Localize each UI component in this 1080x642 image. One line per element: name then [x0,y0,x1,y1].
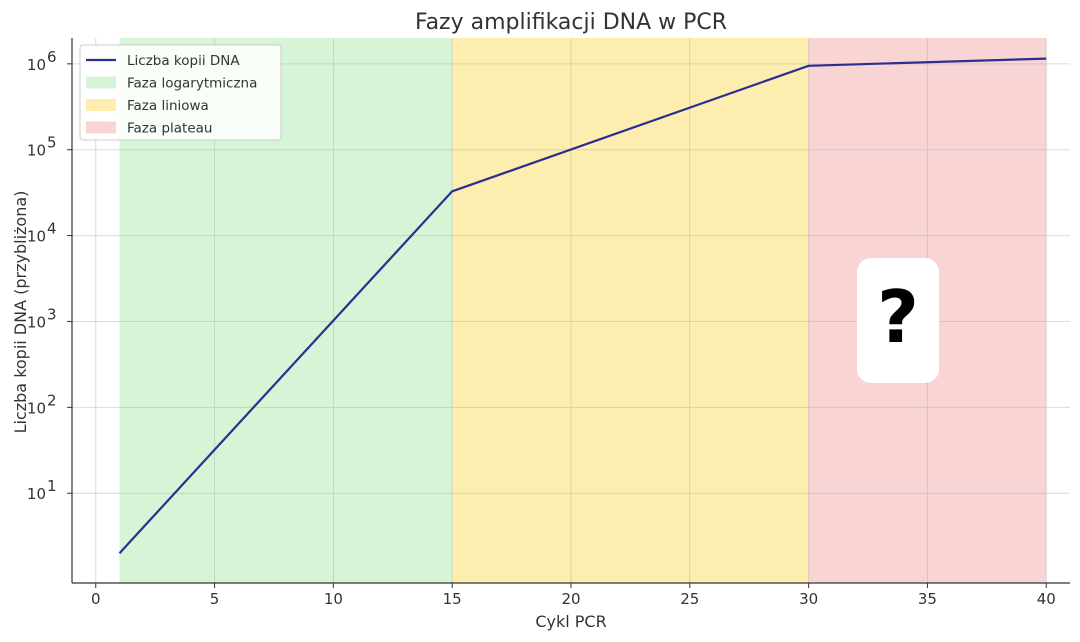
series-line-0 [118,57,1047,554]
x-tick-label: 30 [799,590,818,608]
x-tick-label: 35 [918,590,937,608]
x-axis-title: Cykl PCR [535,612,606,631]
y-tick-superscript: 6 [47,48,57,66]
series-lines [118,57,1047,554]
chart-title: Fazy amplifikacji DNA w PCR [415,10,727,35]
question-annotation: ? [857,258,939,383]
x-tick-label: 25 [680,590,699,608]
y-tick-label: 10 [27,399,46,417]
y-tick-label: 10 [27,228,46,246]
y-tick-label: 10 [27,142,46,160]
y-tick-superscript: 3 [47,305,57,323]
legend-label: Liczba kopii DNA [127,53,240,69]
x-tick-label: 5 [210,590,220,608]
y-tick-superscript: 1 [47,477,57,495]
y-tick-superscript: 4 [47,220,57,238]
legend-swatch-patch [86,76,116,89]
legend-box [79,44,282,141]
legend-swatch-patch [86,121,116,134]
x-tick-label: 20 [561,590,580,608]
x-tick-label: 10 [324,590,343,608]
y-tick-superscript: 2 [47,391,57,409]
legend-label: Faza plateau [127,121,212,137]
y-tick-superscript: 5 [47,134,57,152]
x-tick-label: 40 [1037,590,1056,608]
legend-label: Faza liniowa [127,98,209,114]
legend: Liczba kopii DNA Faza logarytmiczna Faza l… [79,44,282,141]
region-1 [452,38,809,583]
x-tick-label: 0 [91,590,101,608]
y-tick-label: 10 [27,56,46,74]
annotation-text: ? [877,275,919,359]
y-axis-title: Liczba kopii DNA (przybliżona) [11,191,30,434]
legend-label: Faza logarytmiczna [127,76,257,92]
annotation-box [857,258,939,383]
y-tick-label: 10 [27,313,46,331]
y-tick-label: 10 [27,485,46,503]
x-tick-label: 15 [443,590,462,608]
legend-swatch-patch [86,99,116,111]
